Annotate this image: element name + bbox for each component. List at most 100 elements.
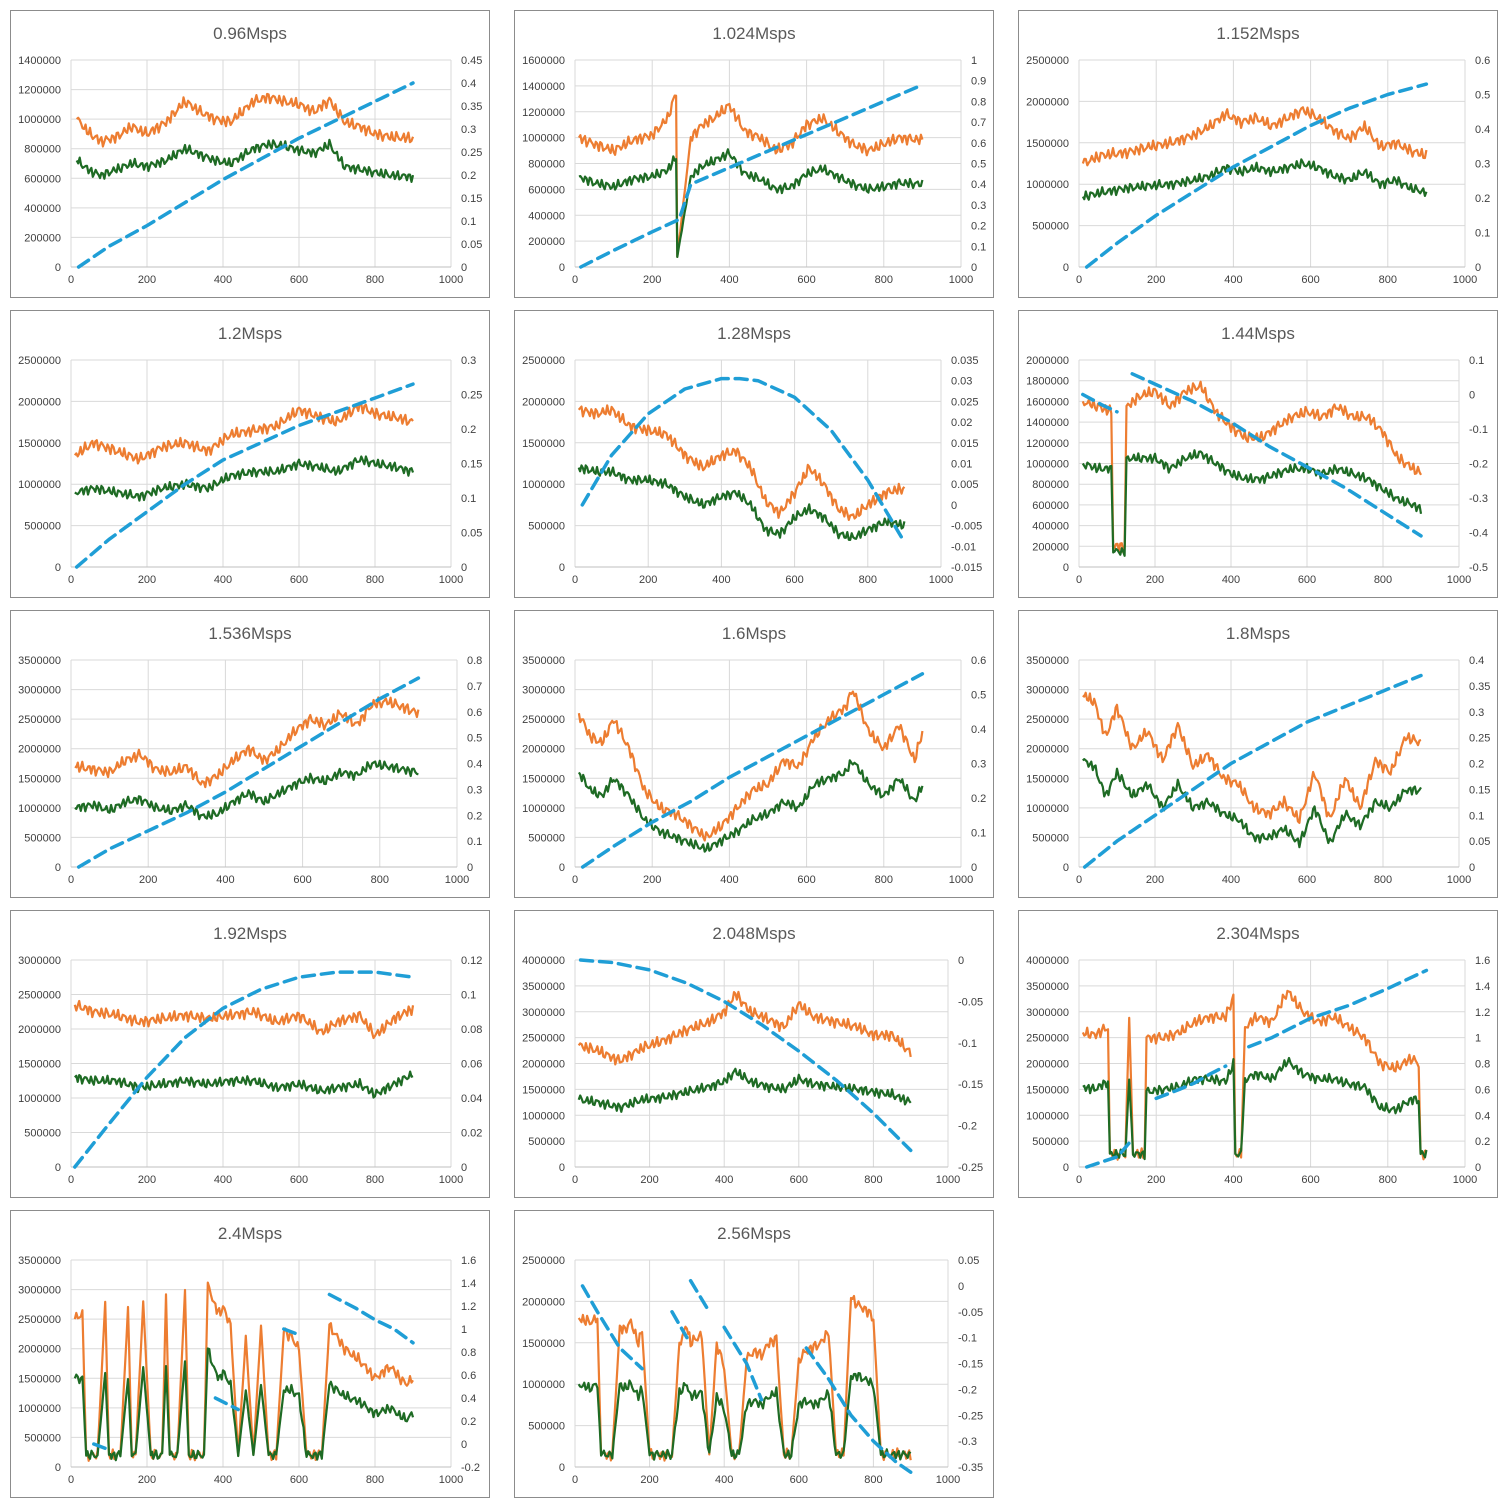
chart-title: 1.92Msps bbox=[213, 924, 287, 943]
y2-tick-label: 0.03 bbox=[951, 376, 972, 388]
y2-tick-label: 0.8 bbox=[1475, 1059, 1490, 1071]
y1-tick-label: 0 bbox=[55, 562, 61, 574]
x-tick-label: 800 bbox=[1379, 1174, 1397, 1186]
y1-tick-label: 2500000 bbox=[1026, 1033, 1069, 1045]
x-tick-label: 200 bbox=[138, 574, 156, 586]
y1-tick-label: 1500000 bbox=[18, 438, 61, 450]
y1-tick-label: 4000000 bbox=[522, 955, 565, 967]
y1-tick-label: 3000000 bbox=[18, 955, 61, 967]
y1-tick-label: 2000000 bbox=[18, 744, 61, 756]
y1-tick-label: 0 bbox=[559, 1462, 565, 1474]
x-tick-label: 400 bbox=[1224, 1174, 1242, 1186]
y1-tick-label: 600000 bbox=[24, 173, 61, 185]
x-tick-label: 0 bbox=[572, 1474, 578, 1486]
chart-title: 1.024Msps bbox=[712, 24, 795, 43]
series-line-blue bbox=[76, 81, 415, 269]
y2-tick-label: 0.05 bbox=[461, 528, 482, 540]
x-tick-label: 400 bbox=[214, 274, 232, 286]
y2-tick-label: -0.2 bbox=[958, 1384, 977, 1396]
y1-tick-label: 1500000 bbox=[522, 1084, 565, 1096]
y1-tick-label: 4000000 bbox=[1026, 955, 1069, 967]
y2-tick-label: 0.4 bbox=[467, 759, 482, 771]
y2-tick-label: -0.2 bbox=[461, 1462, 480, 1474]
x-tick-label: 1000 bbox=[949, 874, 973, 886]
x-tick-label: 400 bbox=[216, 874, 234, 886]
y2-tick-label: 0.01 bbox=[951, 459, 972, 471]
y1-tick-label: 200000 bbox=[1032, 541, 1069, 553]
x-tick-label: 1000 bbox=[1447, 874, 1471, 886]
x-tick-label: 1000 bbox=[1453, 1174, 1477, 1186]
series-line-blue bbox=[1130, 372, 1423, 538]
y1-tick-label: 1000000 bbox=[522, 133, 565, 145]
x-tick-label: 0 bbox=[68, 274, 74, 286]
y1-tick-label: 0 bbox=[559, 1162, 565, 1174]
x-tick-label: 400 bbox=[1222, 874, 1240, 886]
x-tick-label: 600 bbox=[290, 1474, 308, 1486]
y1-tick-label: 500000 bbox=[528, 832, 565, 844]
y2-tick-label: 0.4 bbox=[971, 179, 986, 191]
y2-tick-label: 0.4 bbox=[1475, 1110, 1490, 1122]
series-line-orange bbox=[1082, 691, 1422, 824]
y1-tick-label: 2500000 bbox=[522, 714, 565, 726]
y1-tick-label: 1600000 bbox=[1026, 396, 1069, 408]
y1-tick-label: 1500000 bbox=[18, 1373, 61, 1385]
x-tick-label: 200 bbox=[138, 1474, 156, 1486]
series-line-green bbox=[74, 759, 419, 821]
y2-tick-label: 0 bbox=[461, 1439, 467, 1451]
y1-tick-label: 0 bbox=[55, 262, 61, 274]
y1-tick-label: 0 bbox=[559, 262, 565, 274]
y1-tick-label: 0 bbox=[1063, 262, 1069, 274]
y2-tick-label: 0.6 bbox=[467, 707, 482, 719]
y2-tick-label: 0.12 bbox=[461, 955, 482, 967]
y2-tick-label: 0.35 bbox=[461, 101, 482, 113]
y1-tick-label: 1500000 bbox=[18, 1059, 61, 1071]
y2-tick-label: 0.2 bbox=[461, 170, 476, 182]
series-line-blue bbox=[1247, 968, 1429, 1049]
x-tick-label: 200 bbox=[640, 1174, 658, 1186]
series-line-green bbox=[1081, 449, 1423, 557]
y2-tick-label: 0.6 bbox=[971, 655, 986, 667]
y1-tick-label: 500000 bbox=[528, 521, 565, 533]
chart-panel: 2.304Msps 0 200 400 600 800 1000 0 500000 1000000… bbox=[1018, 910, 1498, 1198]
chart-title: 1.28Msps bbox=[717, 324, 791, 343]
x-tick-label: 800 bbox=[1379, 274, 1397, 286]
y2-tick-label: 0.6 bbox=[1475, 55, 1490, 67]
series-line-orange bbox=[1081, 106, 1428, 167]
y2-tick-label: 0.1 bbox=[1469, 810, 1484, 822]
chart-panel: 1.8Msps 0 200 400 600 800 1000 0 500000 1000000 15… bbox=[1018, 610, 1498, 898]
y1-tick-label: 1000000 bbox=[18, 803, 61, 815]
y1-tick-label: 2000000 bbox=[18, 1024, 61, 1036]
series-line-blue bbox=[74, 382, 415, 569]
y1-tick-label: 2000000 bbox=[522, 744, 565, 756]
series-line-blue bbox=[76, 676, 421, 869]
y1-tick-label: 1000000 bbox=[18, 114, 61, 126]
y2-tick-label: 0.5 bbox=[971, 159, 986, 171]
y2-tick-label: 1.4 bbox=[461, 1278, 476, 1290]
series-line-green bbox=[577, 759, 924, 853]
x-tick-label: 600 bbox=[290, 274, 308, 286]
y1-tick-label: 2500000 bbox=[1026, 714, 1069, 726]
y2-tick-label: 0.02 bbox=[461, 1128, 482, 1140]
chart-title: 1.44Msps bbox=[1221, 324, 1295, 343]
y1-tick-label: 2500000 bbox=[18, 355, 61, 367]
chart-title: 2.4Msps bbox=[218, 1224, 282, 1243]
y1-tick-label: 3500000 bbox=[1026, 981, 1069, 993]
x-tick-label: 600 bbox=[293, 874, 311, 886]
y1-tick-label: 2000000 bbox=[1026, 744, 1069, 756]
y1-tick-label: 1000000 bbox=[18, 1403, 61, 1415]
series-line-blue bbox=[1081, 392, 1119, 414]
x-tick-label: 0 bbox=[68, 574, 74, 586]
y1-tick-label: 500000 bbox=[24, 1128, 61, 1140]
y1-tick-label: 0 bbox=[55, 1162, 61, 1174]
chart-panel: 0.96Msps 0 200 400 600 800 1000 0 200000 400000 60… bbox=[10, 10, 490, 298]
chart-title: 1.2Msps bbox=[218, 324, 282, 343]
x-tick-label: 600 bbox=[1298, 574, 1316, 586]
y2-tick-label: 0.15 bbox=[461, 459, 482, 471]
y2-tick-label: 0.2 bbox=[461, 424, 476, 436]
y1-tick-label: 1000000 bbox=[18, 1093, 61, 1105]
y1-tick-label: 2500000 bbox=[522, 1255, 565, 1267]
